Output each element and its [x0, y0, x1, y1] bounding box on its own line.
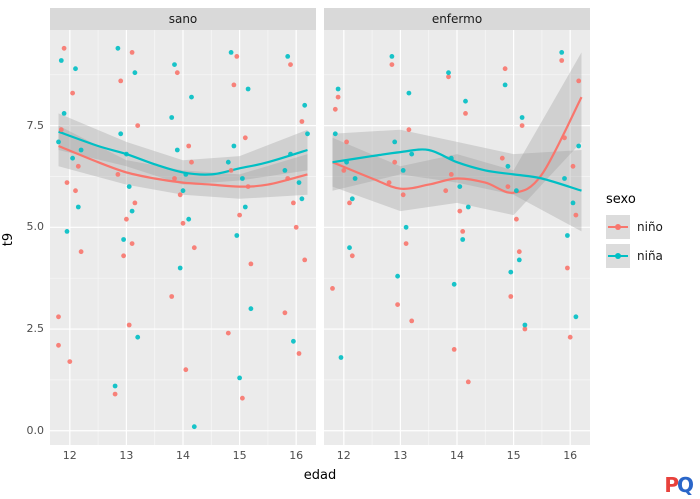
x-axis-title: edad: [303, 468, 337, 483]
x-tick-label: 14: [176, 449, 190, 462]
watermark-letter: P: [664, 473, 679, 497]
x-tick-label: 14: [450, 449, 464, 462]
watermark-logo: PQ: [664, 473, 694, 497]
x-tick-label: 15: [506, 449, 521, 462]
legend-label: niña: [637, 249, 663, 263]
x-tick-label: 13: [119, 449, 134, 462]
panel-sano: [50, 30, 316, 445]
panel-enfermo-plot: [324, 30, 590, 445]
x-tick-label: 16: [289, 449, 304, 462]
y-tick-label: 2.5: [26, 322, 45, 336]
legend: sexo niño niña: [606, 192, 696, 273]
x-tick-label: 12: [62, 449, 77, 462]
legend-point-icon: [615, 224, 621, 230]
facet-strip-label: sano: [168, 12, 198, 26]
y-axis-title: t9: [1, 232, 17, 247]
x-tick-label: 13: [393, 449, 408, 462]
x-tick-label: 15: [232, 449, 247, 462]
panel-enfermo: [324, 30, 590, 445]
y-tick-label: 0.0: [26, 423, 45, 437]
legend-title: sexo: [606, 192, 636, 207]
legend-label: niño: [637, 220, 663, 234]
facet-strip-sano: sano: [50, 8, 316, 30]
legend-item-nino: niño: [606, 215, 696, 239]
x-tick-label: 12: [336, 449, 351, 462]
legend-key-nina: [606, 244, 630, 268]
facet-strip-label: enfermo: [431, 12, 483, 26]
y-tick-label: 5.0: [26, 220, 45, 234]
y-tick-label: 7.5: [26, 118, 45, 132]
watermark-letter: Q: [676, 473, 694, 497]
legend-key-nino: [606, 215, 630, 239]
facet-strip-enfermo: enfermo: [324, 8, 590, 30]
panel-sano-plot: [50, 30, 316, 445]
legend-point-icon: [615, 253, 621, 259]
x-tick-label: 16: [563, 449, 578, 462]
legend-item-nina: niña: [606, 244, 696, 268]
